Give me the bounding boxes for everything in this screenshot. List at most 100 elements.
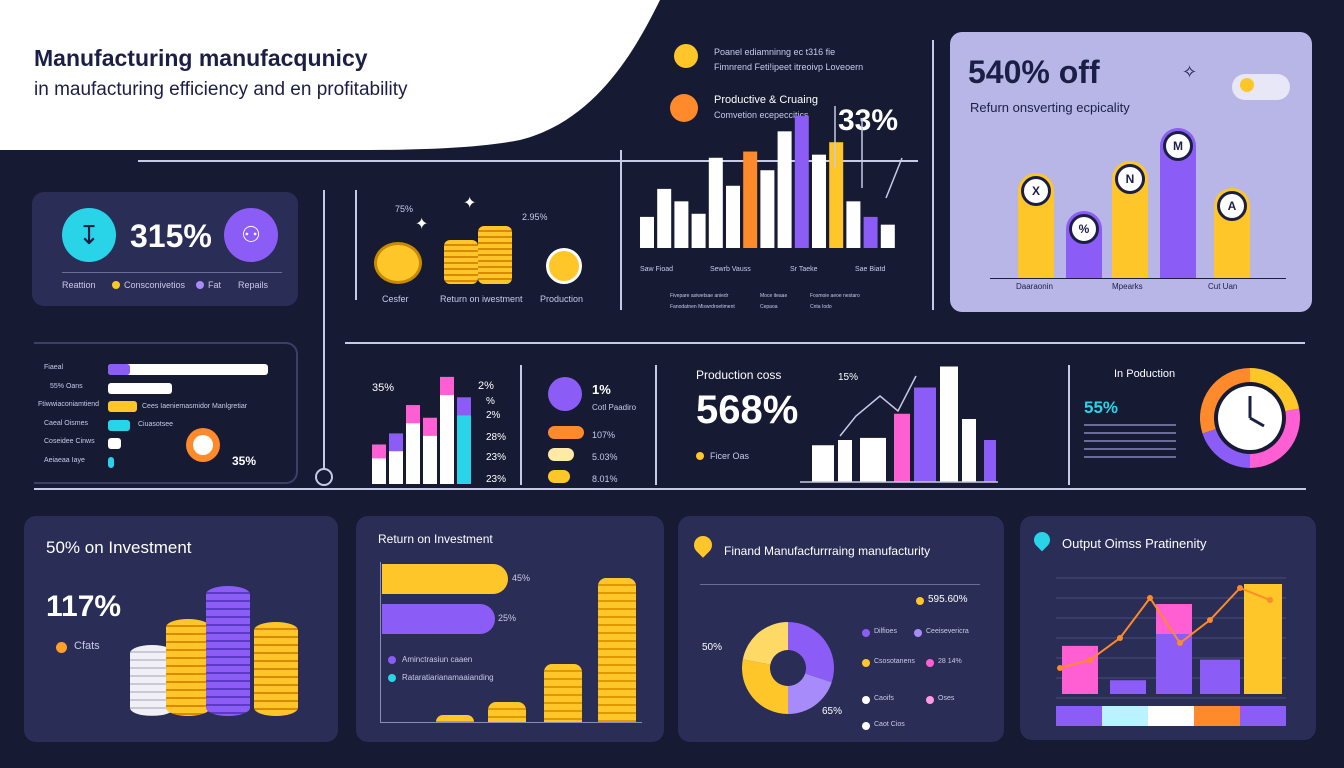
sparkle-icon: ✦	[415, 216, 429, 233]
production-costs-title: Production coss	[696, 368, 782, 382]
mid-label-right-2: %	[486, 396, 495, 407]
legend-dot-white	[862, 722, 870, 730]
financial-left-value: 50%	[702, 642, 723, 653]
user-icon: ⚇	[224, 208, 278, 262]
output-point	[1087, 657, 1093, 663]
mid-bar	[457, 397, 471, 484]
top-bar	[708, 157, 723, 248]
pill-label-3: 107%	[592, 430, 616, 440]
legend-icon-yellow	[674, 44, 698, 68]
pill-bar	[548, 470, 571, 483]
return-category-1: Daaraonin	[1016, 282, 1053, 291]
financial-legend-4: 28 14%	[938, 658, 962, 665]
mid-bar-top	[372, 444, 386, 459]
top-bar	[794, 115, 809, 249]
top-bars-legend-2: Sewrb Vauss	[710, 266, 751, 273]
mid-label-right-4: 28%	[486, 432, 507, 443]
financial-donut-slice	[788, 673, 832, 714]
financial-legend-1: Dilfioes	[874, 628, 897, 635]
return-category-2: Mpearks	[1112, 282, 1143, 291]
pill-bar	[548, 448, 574, 461]
kpi-315-separator	[62, 272, 282, 273]
stopwatch-icon	[546, 248, 582, 284]
top-bars-footnote-6: Cnta Iodo	[810, 304, 832, 310]
pillar-badge-icon: M	[1163, 131, 1193, 161]
top-bars-footnote-4: Fanodatnen Miswrdroetiment	[670, 304, 735, 310]
pillar-badge-icon: A	[1217, 191, 1247, 221]
mid-label-right-3: 2%	[486, 410, 501, 421]
clock-donut-slice	[1250, 408, 1300, 468]
left-hbar-accent	[108, 364, 130, 375]
roi-bar	[544, 664, 582, 722]
coin-icon	[374, 242, 422, 284]
divider	[932, 40, 934, 310]
production-costs-pct: 15%	[838, 372, 859, 383]
legend-dot-purple	[914, 629, 922, 637]
kpi-315-legend-3: Fat	[208, 280, 222, 290]
mid-bar	[406, 405, 420, 484]
roi-hbar-label-2: 25%	[498, 613, 517, 623]
production-trend-line	[839, 375, 917, 437]
financial-title: Finand Manufacfurrraing manufacturity	[724, 544, 931, 558]
coin-stack	[206, 586, 250, 716]
pillar-badge-icon: %	[1069, 213, 1099, 244]
top-legend-item1-line1: Poanel ediamninng ec t316 fie	[714, 47, 836, 57]
output-chart	[1056, 577, 1286, 726]
pill-label-2: Cotl Paadiro	[592, 403, 637, 412]
divider	[138, 160, 918, 162]
top-legend-item2-line2: Comvetion ecepeccitics	[714, 110, 809, 120]
financial-donut-slice	[742, 659, 788, 714]
kpi-315-value: 315%	[130, 218, 212, 254]
output-point	[1057, 665, 1063, 671]
output-point	[1207, 617, 1213, 623]
return-category-3: Cut Uan	[1208, 282, 1238, 291]
financial-legend-7: Caot Cios	[874, 721, 905, 728]
roi-legend-1: Aminctrasiun caaen	[402, 655, 473, 664]
clock-donut-slice	[1250, 368, 1300, 412]
output-point	[1177, 640, 1183, 646]
investment-legend: Cfats	[74, 640, 100, 652]
clock-donut-title: In Poduction	[1114, 368, 1176, 380]
mid-bar-top	[440, 376, 454, 395]
purple-circle-icon	[548, 377, 582, 411]
output-title: Output Oimss Pratinenity	[1062, 536, 1207, 551]
output-bar	[1156, 625, 1192, 694]
production-bar	[894, 413, 910, 482]
output-point	[1117, 635, 1123, 641]
production-bar	[860, 437, 886, 482]
top-bar	[812, 154, 826, 248]
top-bars-footnote-1: Fivepare asiwetsae aniedr	[670, 293, 729, 299]
legend-dot-purple	[388, 656, 396, 664]
clock-donut-value: 55%	[1084, 398, 1119, 417]
top-bar	[657, 188, 672, 248]
top-bars-legend-3: Sr Taeke	[790, 266, 818, 273]
output-bar-top	[1156, 604, 1192, 634]
legend-dot-yellow	[916, 597, 924, 605]
text-placeholder-lines	[1084, 424, 1176, 464]
sun-icon	[1240, 78, 1254, 92]
coin-stack-icon	[478, 226, 512, 284]
roi-legend-2: Rataratiarianamaaianding	[402, 673, 494, 682]
financial-legend-3: Csosotanens	[874, 658, 915, 665]
trend-line	[885, 157, 903, 199]
financial-legend-2: Ceeisevericra	[926, 628, 969, 635]
financial-bottom-value: 65%	[822, 706, 843, 717]
top-legend-pct: 33%	[838, 104, 899, 137]
return-panel-subtitle: Refurn onsverting ecpicality	[970, 100, 1130, 115]
page-title: Manufacturing manufacqunicy	[34, 45, 368, 71]
legend-dot-purple	[862, 629, 870, 637]
return-baseline	[990, 278, 1286, 279]
sparkle-icon: ✦	[463, 195, 477, 212]
financial-top-value: 595.60%	[928, 594, 968, 605]
left-hbar	[108, 456, 114, 468]
output-point	[1267, 597, 1273, 603]
coins-pct-left: 75%	[395, 204, 414, 214]
pill-label-1: 1%	[592, 382, 611, 397]
mid-stacked-chart	[372, 376, 471, 484]
mid-label-right-5: 23%	[486, 452, 507, 463]
clock-donut-slice	[1202, 429, 1250, 468]
top-bars-legend-4: Sae Biatd	[855, 266, 886, 273]
left-hbar-label: Ftiwwiaconiamtiend	[38, 401, 100, 408]
top-bar	[846, 201, 861, 248]
divider	[520, 365, 522, 485]
